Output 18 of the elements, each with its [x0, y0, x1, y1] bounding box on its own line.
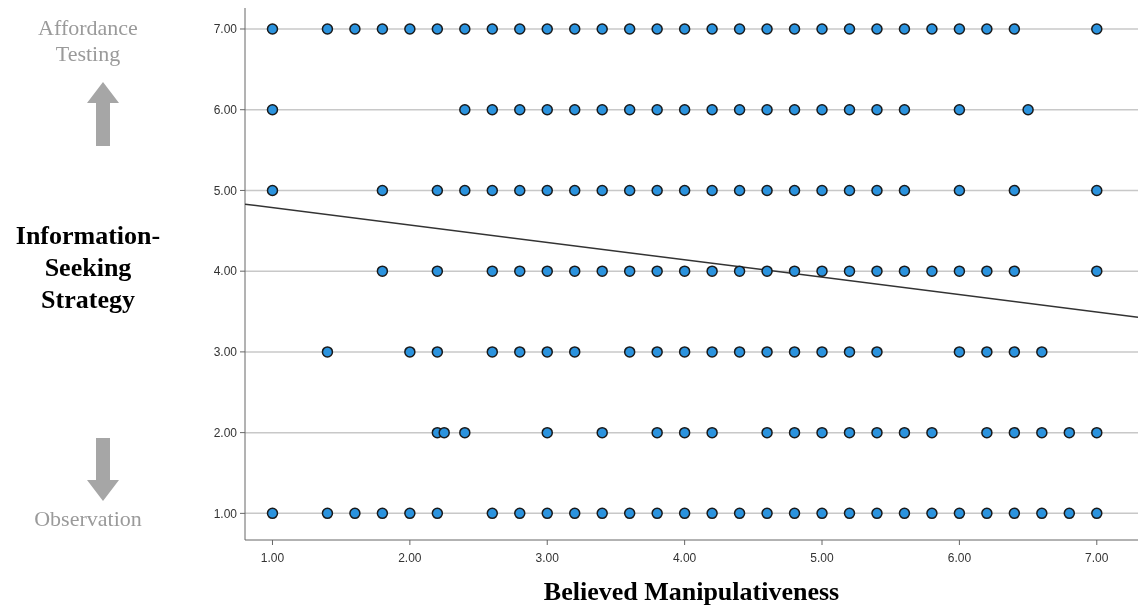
x-tick-label: 5.00	[810, 551, 835, 565]
text: Observation	[34, 506, 142, 531]
y-tick-label: 2.00	[213, 425, 238, 440]
x-tick-label: 3.00	[535, 551, 560, 565]
x-tick-label: 4.00	[672, 551, 697, 565]
x-tick-label: 2.00	[398, 551, 422, 565]
y-tick-label: 7.00	[213, 22, 238, 37]
y-tick-label: 5.00	[213, 183, 238, 198]
y-axis-title: Information-Seeking Strategy	[15, 221, 161, 314]
x-axis-title: Believed Manipulativeness	[543, 577, 840, 606]
x-tick-label: 1.00	[260, 551, 285, 565]
y-tick-label: 3.00	[213, 345, 238, 360]
y-tick-label: 6.00	[213, 102, 238, 117]
y-tick-label: 4.00	[213, 264, 238, 279]
text: Affordance Testing	[38, 15, 138, 66]
y-tick-label: 1.00	[213, 506, 238, 521]
x-tick-label: 7.00	[1085, 551, 1109, 565]
x-tick-label: 6.00	[947, 551, 972, 565]
